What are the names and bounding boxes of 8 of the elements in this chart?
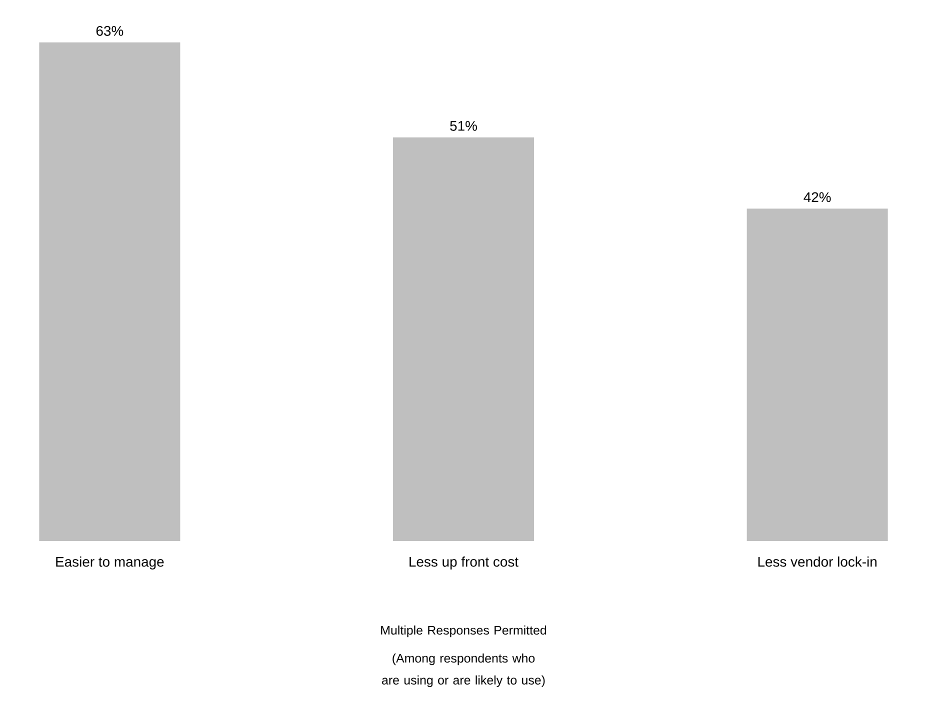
- data-label: 42%: [804, 192, 831, 202]
- data-label: 63%: [96, 26, 124, 36]
- text: (Among respondents who are using or are likely to use): [382, 653, 545, 688]
- text: Multiple Responses Permitted: [381, 625, 546, 638]
- data-label: 51%: [450, 121, 477, 131]
- x-tick-label: Easier to manage: [56, 556, 164, 570]
- x-tick-label: Less vendor lock-in: [758, 556, 876, 567]
- x-tick-label: Less up front cost: [410, 556, 518, 570]
